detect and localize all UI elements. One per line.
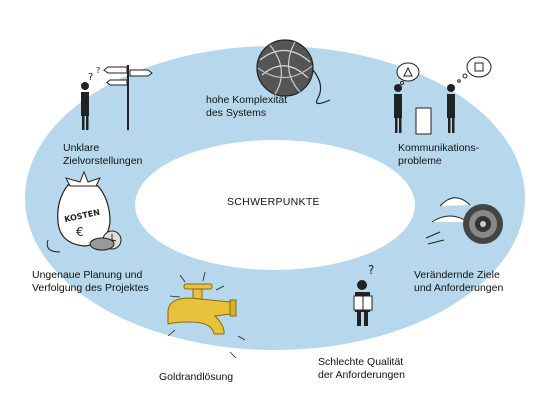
label-communication: Kommunikations- probleme [398, 142, 479, 168]
label-unclear-goals: Unklare Zielvorstellungen [63, 142, 142, 168]
label-line: hohe Komplexität [206, 94, 288, 106]
label-line: Ungenaue Planung und [32, 269, 143, 281]
center-ellipse [135, 140, 415, 270]
golden-faucet-icon [167, 271, 246, 359]
label-line: Verändernde Ziele [414, 269, 500, 281]
flying-target-icon [425, 197, 503, 245]
cost-bag-icon: KOSTEN € [46, 170, 122, 253]
label-requirement-quality: Schlechte Qualität der Anforderungen [318, 356, 405, 382]
label-gold-plating: Goldrandlösung [159, 371, 233, 384]
svg-text:?: ? [96, 66, 100, 75]
label-planning: Ungenaue Planung und Verfolgung des Proj… [32, 269, 149, 295]
svg-text:?: ? [368, 263, 374, 277]
label-line: Unklare [63, 142, 100, 154]
label-line: des Systems [206, 107, 267, 119]
center-label: SCHWERPUNKTE [227, 196, 320, 208]
label-line: Goldrandlösung [159, 371, 234, 383]
label-line: und Anforderungen [414, 282, 504, 294]
label-line: Schlechte Qualität [318, 356, 404, 368]
label-line: der Anforderungen [318, 369, 405, 381]
confused-reader-icon: ? [353, 263, 374, 326]
label-line: Verfolgung des Projektes [32, 282, 149, 294]
label-line: probleme [398, 155, 442, 167]
svg-text:?: ? [88, 72, 93, 83]
person-signpost-icon: ? ? [81, 65, 153, 130]
euro-symbol: € [76, 225, 84, 239]
label-line: Kommunikations- [398, 142, 480, 154]
label-complexity: hohe Komplexität des Systems [206, 94, 287, 120]
label-changing-goals: Verändernde Ziele und Anforderungen [414, 269, 503, 295]
label-line: Zielvorstellungen [63, 155, 143, 167]
two-people-thinking-icon [394, 56, 492, 135]
yarn-ball-icon [256, 39, 331, 105]
